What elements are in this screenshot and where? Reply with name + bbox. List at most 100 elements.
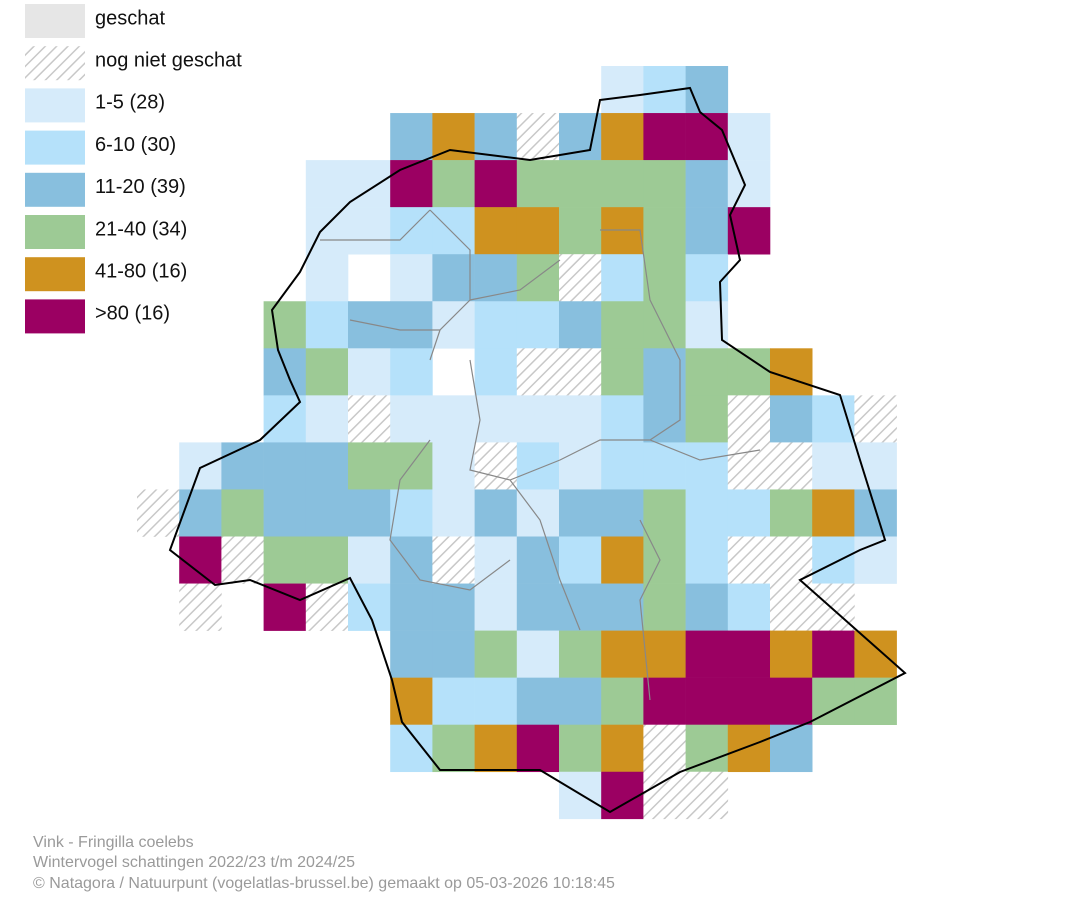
legend-swatch (25, 172, 85, 207)
grid-cell (643, 207, 686, 255)
grid-cell (305, 254, 349, 302)
grid-cell (643, 348, 686, 396)
legend-label: 11-20 (39) (95, 176, 186, 198)
grid-cell (559, 583, 602, 631)
grid-cell (727, 348, 771, 396)
grid-cell (221, 489, 264, 537)
grid-cell (474, 583, 518, 631)
legend-label: nog niet geschat (95, 49, 242, 71)
grid-cell (727, 630, 771, 678)
grid-cell (348, 583, 391, 631)
grid-cell (601, 254, 644, 302)
legend-label: 6-10 (30) (95, 134, 176, 156)
grid-cell (812, 630, 855, 678)
grid-cell (685, 113, 729, 161)
grid-cell (854, 442, 897, 490)
grid-cell (474, 630, 518, 678)
grid-cell (601, 301, 644, 349)
legend-swatch (25, 88, 85, 123)
grid-cell (390, 348, 433, 396)
grid-cell (559, 207, 602, 255)
grid-cell (348, 395, 391, 443)
legend-swatch (25, 215, 85, 249)
grid-cell (601, 583, 644, 631)
footer-species: Vink - Fringilla coelebs (33, 834, 194, 851)
grid-cell (643, 677, 686, 725)
legend-label: >80 (16) (95, 303, 170, 325)
grid-cell (305, 583, 349, 631)
legend-swatch (25, 299, 85, 334)
grid-cell (685, 66, 729, 114)
grid-cell (348, 301, 391, 349)
grid-cell (390, 442, 433, 490)
grid-cell (221, 536, 264, 584)
grid-cell (812, 489, 855, 537)
grid-cell (432, 207, 475, 255)
grid-cell (601, 724, 644, 773)
grid-cell (432, 395, 475, 443)
grid-cell (348, 348, 391, 396)
grid-cell (305, 442, 349, 490)
grid-cell (559, 489, 602, 537)
grid-cell (390, 724, 433, 773)
grid-cell (643, 395, 686, 443)
grid-cell (643, 583, 686, 631)
grid-cell (601, 630, 644, 678)
grid-cell (263, 301, 307, 349)
grid-cell (390, 489, 433, 537)
grid-cell (559, 630, 602, 678)
grid-cell (643, 536, 686, 584)
grid-cell (601, 536, 644, 584)
grid-cell (601, 66, 644, 114)
grid-cell (643, 254, 686, 302)
grid-cell (601, 489, 644, 537)
grid-cell (812, 536, 855, 584)
grid-cell (516, 348, 560, 396)
grid-cell (390, 301, 433, 349)
grid-cell (643, 113, 686, 161)
grid-cell (432, 160, 475, 208)
grid-cell (812, 442, 855, 490)
grid-cell (727, 677, 771, 725)
grid-cell (474, 395, 518, 443)
grid-cell (305, 301, 349, 349)
grid-cell (559, 395, 602, 443)
region-boundary (168, 86, 907, 814)
grid-cell (559, 254, 602, 302)
grid-cell (263, 489, 307, 537)
grid-cell (179, 583, 222, 631)
grid-cell (305, 395, 349, 443)
grid-cell (601, 160, 644, 208)
grid-cell (685, 583, 729, 631)
legend-label: 21-40 (34) (95, 218, 187, 240)
grid-cell (390, 536, 433, 584)
grid-cell (727, 724, 771, 773)
grid-cell (770, 536, 813, 584)
grid-cell (643, 301, 686, 349)
grid-cell (685, 771, 729, 820)
legend-label: 1-5 (28) (95, 92, 165, 114)
grid-cell (685, 630, 729, 678)
grid-cell (137, 489, 180, 537)
grid-cell (221, 442, 264, 490)
grid-cell (474, 207, 518, 255)
legend-label: 41-80 (16) (95, 260, 187, 282)
grid-cell (432, 301, 475, 349)
grid (137, 66, 897, 820)
grid-cell (305, 536, 349, 584)
grid-cell (516, 207, 560, 255)
grid-cell (727, 442, 771, 490)
grid-cell (601, 113, 644, 161)
grid-cell (474, 113, 518, 161)
grid-cell (559, 301, 602, 349)
legend-label: geschat (95, 7, 165, 29)
grid-cell (559, 677, 602, 725)
grid-cell (432, 489, 475, 537)
grid-cell (685, 442, 729, 490)
grid-cell (685, 348, 729, 396)
grid-cell (643, 630, 686, 678)
grid-cell (770, 489, 813, 537)
grid-cell (390, 395, 433, 443)
grid-cell (516, 677, 560, 725)
